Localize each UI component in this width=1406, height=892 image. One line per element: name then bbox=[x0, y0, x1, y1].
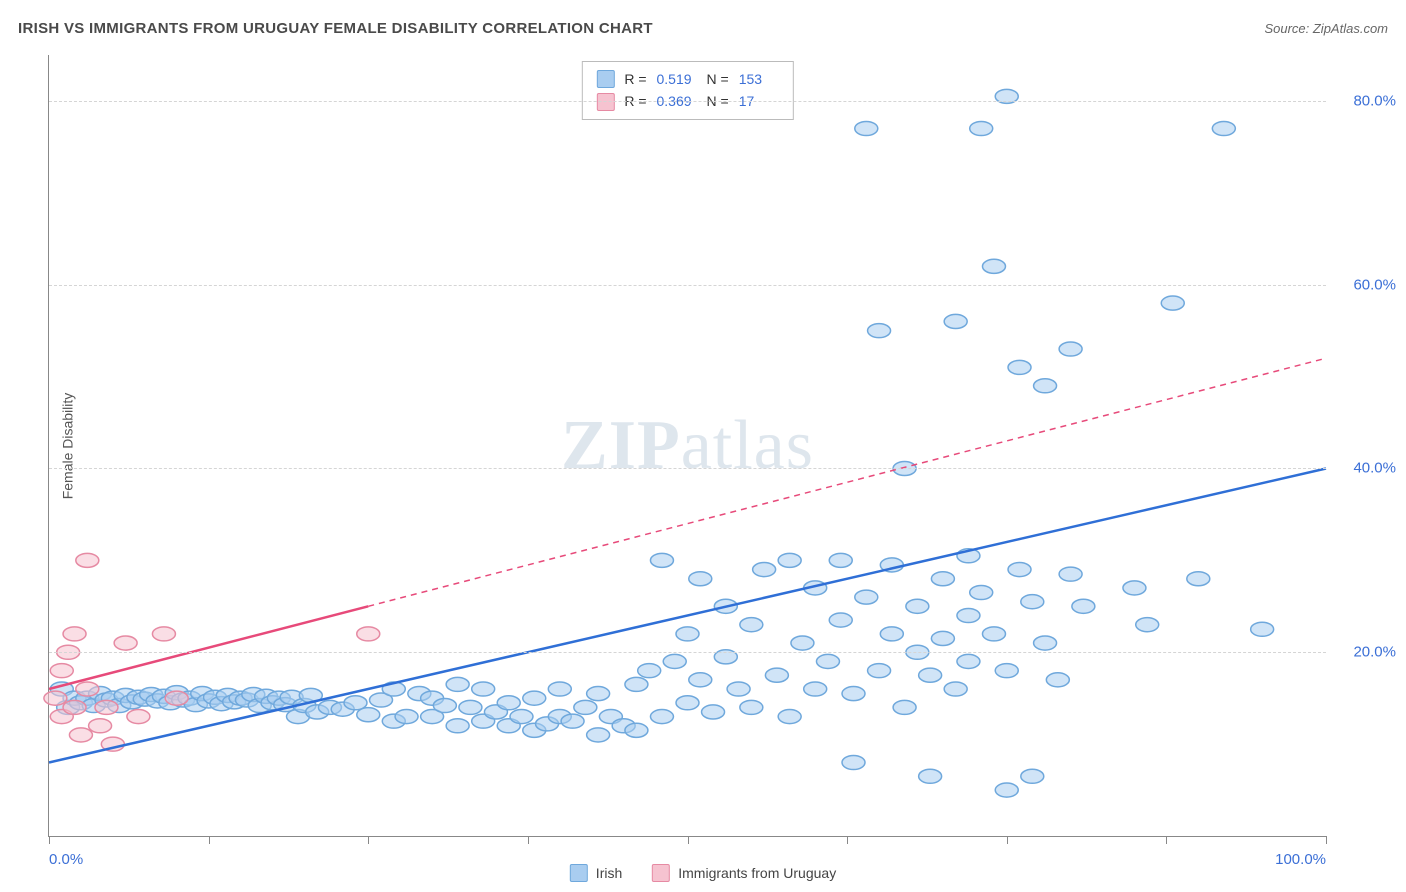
legend-stats-row-0: R = 0.519 N = 153 bbox=[596, 68, 778, 90]
legend-series-item-1: Immigrants from Uruguay bbox=[652, 864, 836, 882]
title-bar: IRISH VS IMMIGRANTS FROM URUGUAY FEMALE … bbox=[18, 20, 1388, 37]
legend-series-swatch-0 bbox=[570, 864, 588, 882]
x-tick bbox=[49, 836, 50, 844]
legend-r-val-0: 0.519 bbox=[657, 68, 697, 90]
legend-n-val-0: 153 bbox=[739, 68, 779, 90]
y-tick-label: 80.0% bbox=[1336, 92, 1396, 109]
x-tick bbox=[688, 836, 689, 844]
x-tick bbox=[847, 836, 848, 844]
legend-series-label-1: Immigrants from Uruguay bbox=[678, 865, 836, 881]
legend-series-label-0: Irish bbox=[596, 865, 622, 881]
scatter-svg bbox=[49, 55, 1326, 836]
gridline bbox=[49, 101, 1326, 102]
x-tick bbox=[209, 836, 210, 844]
chart-frame: ZIPatlas R = 0.519 N = 153 R = 0.369 N =… bbox=[48, 55, 1326, 837]
source-label: Source: ZipAtlas.com bbox=[1264, 21, 1388, 36]
y-tick-label: 60.0% bbox=[1336, 276, 1396, 293]
gridline bbox=[49, 468, 1326, 469]
legend-r-label: R = bbox=[624, 68, 646, 90]
x-tick bbox=[528, 836, 529, 844]
legend-n-label: N = bbox=[707, 68, 729, 90]
legend-stats: R = 0.519 N = 153 R = 0.369 N = 17 bbox=[581, 61, 793, 120]
x-tick bbox=[1166, 836, 1167, 844]
x-tick-label: 100.0% bbox=[1275, 851, 1326, 868]
x-tick bbox=[1007, 836, 1008, 844]
legend-series-item-0: Irish bbox=[570, 864, 622, 882]
chart-title: IRISH VS IMMIGRANTS FROM URUGUAY FEMALE … bbox=[18, 20, 653, 37]
plot-area: ZIPatlas R = 0.519 N = 153 R = 0.369 N =… bbox=[49, 55, 1326, 836]
y-tick-label: 40.0% bbox=[1336, 460, 1396, 477]
y-tick-label: 20.0% bbox=[1336, 644, 1396, 661]
legend-swatch-0 bbox=[596, 70, 614, 88]
gridline bbox=[49, 285, 1326, 286]
x-tick bbox=[368, 836, 369, 844]
gridline bbox=[49, 652, 1326, 653]
legend-series: Irish Immigrants from Uruguay bbox=[570, 864, 836, 882]
x-tick-label: 0.0% bbox=[49, 851, 83, 868]
x-tick bbox=[1326, 836, 1327, 844]
legend-series-swatch-1 bbox=[652, 864, 670, 882]
